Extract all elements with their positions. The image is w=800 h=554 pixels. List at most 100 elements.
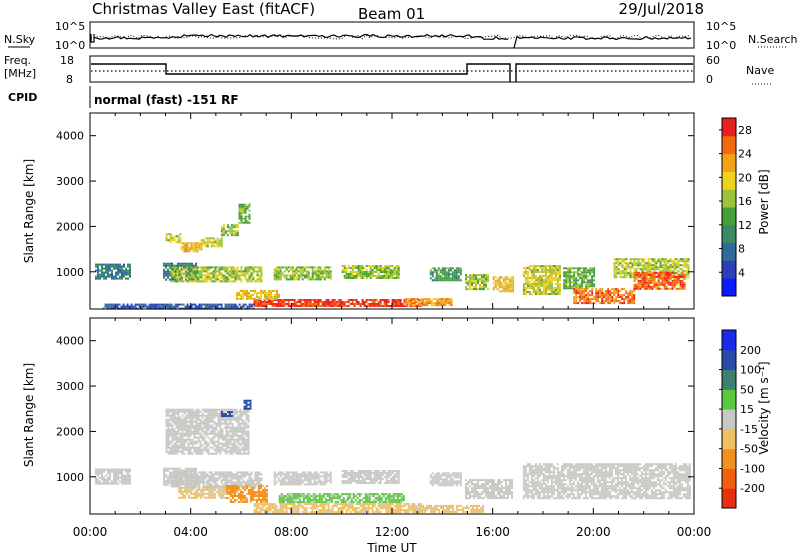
heatmap-cell-3 [275,268,278,271]
heatmap-cell-16 [160,305,163,308]
heatmap-cell-3 [285,278,288,281]
heatmap-cell-4 [383,277,386,279]
heatmap-cell-4 [379,269,382,271]
heatmap-cell-1 [195,262,197,265]
heatmap-cell-7 [538,495,541,498]
heatmap-cell-15 [677,281,680,284]
heatmap-cell-10 [667,268,670,271]
heatmap-cell-11 [383,303,386,305]
heatmap-cell-4 [361,472,364,474]
heatmap-cell-6 [481,274,483,277]
heatmap-cell-2 [240,278,243,281]
heatmap-cell-4 [365,269,368,271]
heatmap-cell-16 [198,305,201,308]
heatmap-cell-15 [669,287,672,290]
heatmap-cell-9 [583,281,586,284]
heatmap-cell-4 [347,273,350,275]
heatmap-cell-3 [297,479,300,482]
heatmap-cell-7 [526,491,529,494]
heatmap-cell-7 [588,481,591,484]
heatmap-cell-1 [169,264,171,267]
heatmap-cell-7 [498,280,501,283]
heatmap-cell-15 [683,283,686,286]
heatmap-cell-15 [661,273,664,276]
heatmap-cell-14 [607,298,610,301]
heatmap-cell-7 [600,491,603,494]
heatmap-cell-2 [212,477,215,480]
heatmap-cell-15 [659,271,662,274]
heatmap-cell-10 [643,268,646,271]
heatmap-cell-11 [269,299,272,301]
heatmap-cell-2 [206,270,209,273]
heatmap-cell-7 [608,477,611,480]
heatmap-cell-8 [552,277,555,279]
heatmap-cell-12 [264,297,266,300]
heatmap-cell-10 [637,258,640,261]
heatmap-cell-2 [248,270,251,273]
heatmap-cell-12 [274,295,276,298]
heatmap-cell-13 [428,300,431,303]
heatmap-cell-1 [187,477,189,480]
heatmap-cell-2 [206,276,209,279]
heatmap-cell-2 [232,266,235,269]
heatmap-cell-8 [534,293,537,295]
heatmap-cell-10 [625,272,628,275]
heatmap-cell-4 [381,271,384,273]
heatmap-cell-7 [580,481,583,484]
heatmap-cell-14 [583,292,586,295]
colorbar-swatch [722,242,736,261]
heatmap-cell-8 [522,287,525,289]
heatmap-cell-10 [681,260,684,263]
heatmap-cell-6 [485,495,487,498]
heatmap-cell-10 [631,276,634,279]
heatmap-cell-4 [381,472,384,474]
heatmap-cell-3 [305,479,308,482]
heatmap-cell-14 [629,292,632,295]
heatmap-cell-3 [325,475,328,478]
heatmap-cell-7 [512,288,515,291]
heatmap-cell-13 [450,300,453,303]
heatmap-cell-2 [238,477,241,480]
heatmap-cell-13 [420,298,423,301]
heatmap-cell-2 [224,471,227,474]
heatmap-cell-11 [359,305,362,307]
heatmap-cell-6 [483,286,485,289]
heatmap-cell-6 [479,497,481,500]
heatmap-cell-6 [497,493,499,496]
heatmap-cell-14 [581,292,584,295]
heatmap-cell-3 [321,483,324,486]
heatmap-cell-7 [546,487,549,490]
heatmap-cell-3 [329,272,332,275]
heatmap-cell-3 [313,471,316,474]
heatmap-cell-4 [381,474,384,476]
heatmap-cell-4 [349,275,352,277]
heatmap-cell-4 [345,476,348,478]
heatmap-cell-8 [524,287,527,289]
heatmap-cell-11 [353,299,356,301]
heatmap-cell-2 [192,272,195,275]
heatmap-cell-21 [248,215,251,218]
heatmap-cell-6 [487,489,489,492]
heatmap-cell-4 [351,476,354,478]
heatmap-cell-6 [485,278,487,281]
heatmap-cell-7 [602,495,605,498]
heatmap-cell-6 [471,481,473,484]
heatmap-cell-15 [661,283,664,286]
heatmap-cell-3 [295,276,298,279]
heatmap-cell-2 [176,272,179,275]
heatmap-cell-9 [583,269,586,272]
heatmap-cell-11 [347,301,350,303]
heatmap-cell-16 [202,303,205,306]
heatmap-cell-2 [240,280,243,283]
heatmap-cell-7 [560,489,563,492]
heatmap-cell-6 [467,288,469,291]
heatmap-cell-7 [574,463,577,466]
heatmap-cell-7 [560,469,563,472]
heatmap-cell-3 [327,272,330,275]
heatmap-cell-4 [363,273,366,275]
heatmap-cell-7 [550,493,553,496]
heatmap-cell-7 [506,286,509,289]
heatmap-cell-16 [238,303,241,306]
heatmap-cell-10 [621,272,624,275]
heatmap-cell-1 [173,264,175,267]
